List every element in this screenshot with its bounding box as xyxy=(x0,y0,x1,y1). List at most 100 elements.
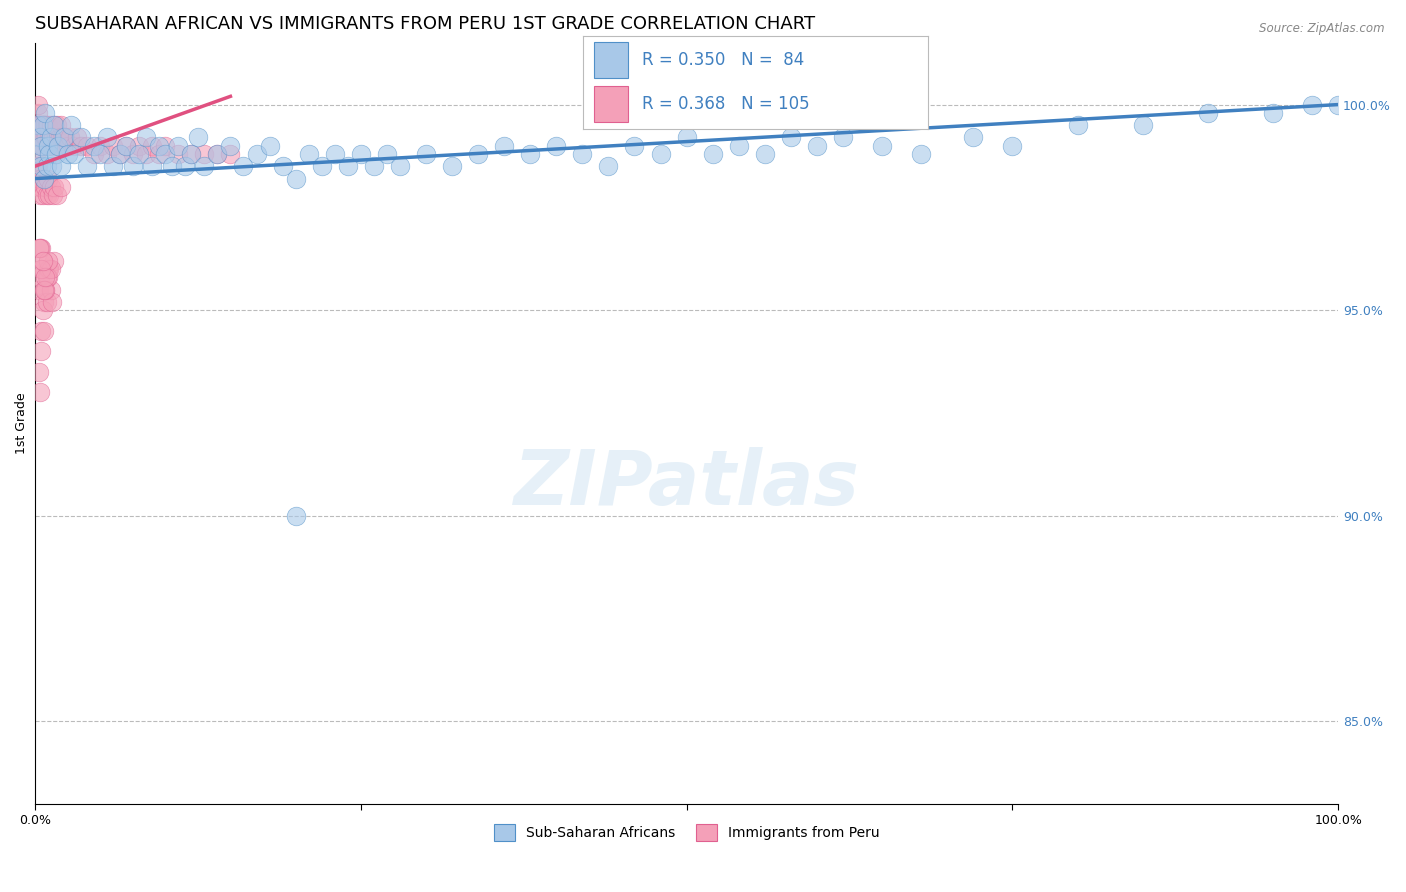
Point xyxy=(375,147,398,161)
Point xyxy=(52,130,75,145)
Point xyxy=(66,130,89,145)
Point xyxy=(193,147,215,161)
Point xyxy=(44,179,66,194)
Point xyxy=(910,147,932,161)
Point xyxy=(28,130,51,145)
Point xyxy=(27,159,49,173)
Point xyxy=(30,385,52,400)
Point xyxy=(727,138,749,153)
Point xyxy=(27,105,49,120)
Point xyxy=(101,159,124,173)
Point xyxy=(284,171,307,186)
Point xyxy=(44,118,66,132)
Point xyxy=(31,262,53,277)
Point xyxy=(440,159,463,173)
Point xyxy=(27,171,49,186)
Point xyxy=(323,147,346,161)
Point xyxy=(56,138,79,153)
Point xyxy=(1066,118,1088,132)
Point xyxy=(1301,97,1323,112)
Legend: Sub-Saharan Africans, Immigrants from Peru: Sub-Saharan Africans, Immigrants from Pe… xyxy=(488,818,884,847)
Point xyxy=(115,138,138,153)
Text: R = 0.350   N =  84: R = 0.350 N = 84 xyxy=(643,51,804,69)
Point xyxy=(31,253,53,268)
Point xyxy=(39,130,62,145)
Point xyxy=(135,147,157,161)
Point xyxy=(30,242,52,256)
Point xyxy=(832,130,855,145)
Point xyxy=(37,138,59,153)
Point xyxy=(128,138,150,153)
Point xyxy=(28,147,51,161)
Point xyxy=(45,147,67,161)
Point xyxy=(1132,118,1154,132)
Point xyxy=(59,130,82,145)
Point xyxy=(30,118,52,132)
Point xyxy=(30,130,52,145)
Point xyxy=(35,188,58,202)
Point xyxy=(42,130,65,145)
Point xyxy=(311,159,333,173)
Point xyxy=(1001,138,1024,153)
Point xyxy=(49,179,72,194)
Point xyxy=(30,138,52,153)
Point xyxy=(30,242,52,256)
Point xyxy=(60,118,83,132)
Point xyxy=(284,508,307,523)
Point xyxy=(702,147,724,161)
Point xyxy=(89,147,111,161)
Point xyxy=(388,159,411,173)
Point xyxy=(207,147,229,161)
Point xyxy=(37,138,59,153)
Point xyxy=(41,138,63,153)
Point xyxy=(39,118,62,132)
Point xyxy=(160,159,183,173)
Point xyxy=(30,179,52,194)
Point xyxy=(35,118,58,132)
Point xyxy=(155,147,177,161)
Point xyxy=(30,171,52,186)
Point xyxy=(38,262,60,277)
Point xyxy=(298,147,321,161)
Point xyxy=(44,118,66,132)
Point xyxy=(30,262,52,277)
Point xyxy=(25,130,48,145)
Point xyxy=(76,138,98,153)
Point xyxy=(34,283,56,297)
Point xyxy=(83,138,105,153)
Point xyxy=(37,270,59,285)
Point xyxy=(779,130,801,145)
Point xyxy=(34,105,56,120)
Point xyxy=(39,262,62,277)
Point xyxy=(37,262,59,277)
Point xyxy=(32,118,55,132)
Point xyxy=(30,159,52,173)
Point xyxy=(108,147,131,161)
Point xyxy=(467,147,489,161)
Point xyxy=(101,138,124,153)
Point xyxy=(30,344,52,359)
Point xyxy=(121,147,143,161)
Point xyxy=(41,295,63,310)
Point xyxy=(148,147,170,161)
Point xyxy=(49,159,72,173)
Point xyxy=(28,365,51,379)
Point xyxy=(167,147,190,161)
Point xyxy=(44,253,66,268)
Point xyxy=(494,138,516,153)
Point xyxy=(96,147,118,161)
Text: R = 0.368   N = 105: R = 0.368 N = 105 xyxy=(643,95,810,113)
Point xyxy=(650,147,672,161)
Point xyxy=(806,138,828,153)
Point xyxy=(598,159,620,173)
Point xyxy=(28,118,51,132)
Point xyxy=(31,188,53,202)
Point xyxy=(34,179,56,194)
Point xyxy=(962,130,984,145)
Point xyxy=(46,188,69,202)
Point xyxy=(41,159,63,173)
Point xyxy=(34,270,56,285)
Point xyxy=(30,270,52,285)
Point xyxy=(48,138,70,153)
Point xyxy=(32,283,55,297)
